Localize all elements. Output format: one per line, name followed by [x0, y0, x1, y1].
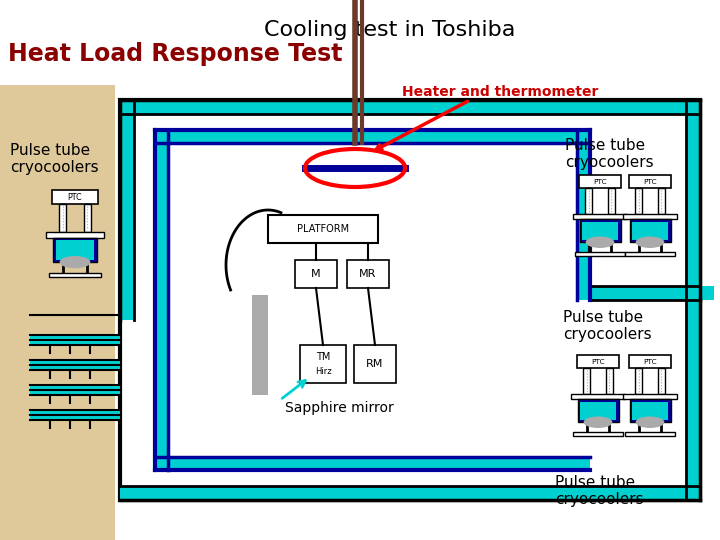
Bar	[606, 368, 613, 394]
Bar	[572, 394, 625, 399]
Bar	[629, 355, 671, 368]
Text: Pulse tube
cryocoolers: Pulse tube cryocoolers	[565, 138, 654, 171]
Bar	[573, 214, 626, 219]
Bar	[585, 188, 592, 214]
Bar	[626, 252, 675, 256]
Bar	[120, 486, 700, 500]
Bar	[579, 175, 621, 188]
Bar	[626, 432, 675, 436]
Bar	[155, 130, 590, 143]
Bar	[120, 100, 700, 500]
Bar	[629, 219, 670, 242]
Text: PTC: PTC	[643, 179, 657, 185]
Text: Pulse tube
cryocoolers: Pulse tube cryocoolers	[555, 475, 644, 508]
Bar	[49, 273, 102, 277]
Bar	[629, 399, 670, 422]
Text: PTC: PTC	[643, 359, 657, 364]
Bar	[590, 286, 714, 300]
Bar	[582, 222, 618, 240]
Bar	[624, 394, 677, 399]
Bar	[573, 432, 623, 436]
Bar	[46, 232, 104, 238]
Bar	[580, 402, 616, 420]
Bar	[120, 100, 134, 320]
Bar	[84, 204, 91, 232]
Bar	[155, 457, 590, 470]
Bar	[347, 260, 389, 288]
Ellipse shape	[60, 256, 91, 268]
Bar	[59, 204, 66, 232]
Bar	[168, 143, 577, 457]
Bar	[624, 214, 677, 219]
Bar	[629, 175, 671, 188]
Text: PTC: PTC	[591, 359, 605, 364]
Bar	[632, 402, 668, 420]
Bar	[577, 355, 619, 368]
Bar	[635, 368, 642, 394]
Bar	[268, 215, 378, 243]
Bar	[635, 188, 642, 214]
Ellipse shape	[585, 237, 614, 248]
Bar	[155, 130, 168, 470]
Bar	[52, 190, 98, 204]
Ellipse shape	[636, 416, 665, 428]
Text: RM: RM	[366, 359, 384, 369]
Bar	[583, 368, 590, 394]
Bar	[608, 188, 615, 214]
Text: Heat Load Response Test: Heat Load Response Test	[8, 42, 343, 66]
Bar	[300, 345, 346, 383]
Text: Pulse tube
cryocoolers: Pulse tube cryocoolers	[10, 143, 99, 176]
Bar	[55, 240, 94, 260]
Bar	[658, 188, 665, 214]
Bar	[632, 222, 668, 240]
Text: PLATFORM: PLATFORM	[297, 224, 349, 234]
Text: MR: MR	[359, 269, 377, 279]
Text: Hirz: Hirz	[315, 367, 331, 375]
Text: PTC: PTC	[593, 179, 607, 185]
Text: Pulse tube
cryocoolers: Pulse tube cryocoolers	[563, 310, 652, 342]
Bar	[577, 399, 618, 422]
Text: TM: TM	[316, 352, 330, 362]
Bar	[30, 335, 120, 345]
Bar	[30, 410, 120, 420]
Bar	[580, 219, 621, 242]
Text: Sapphire mirror: Sapphire mirror	[285, 401, 394, 415]
Ellipse shape	[636, 237, 665, 248]
Bar	[295, 260, 337, 288]
Text: M: M	[311, 269, 321, 279]
Text: Heater and thermometer: Heater and thermometer	[402, 85, 598, 99]
Bar	[686, 300, 700, 500]
Bar	[252, 295, 268, 395]
Text: PTC: PTC	[68, 193, 82, 201]
Bar	[0, 85, 115, 540]
Bar	[658, 368, 665, 394]
Ellipse shape	[584, 416, 612, 428]
Bar	[30, 360, 120, 370]
Bar	[686, 100, 700, 300]
Bar	[354, 345, 396, 383]
Bar	[577, 130, 590, 300]
Bar	[30, 385, 120, 395]
Bar	[575, 252, 625, 256]
Bar	[120, 100, 700, 114]
Text: Cooling test in Toshiba: Cooling test in Toshiba	[264, 20, 516, 40]
Bar	[53, 238, 97, 262]
